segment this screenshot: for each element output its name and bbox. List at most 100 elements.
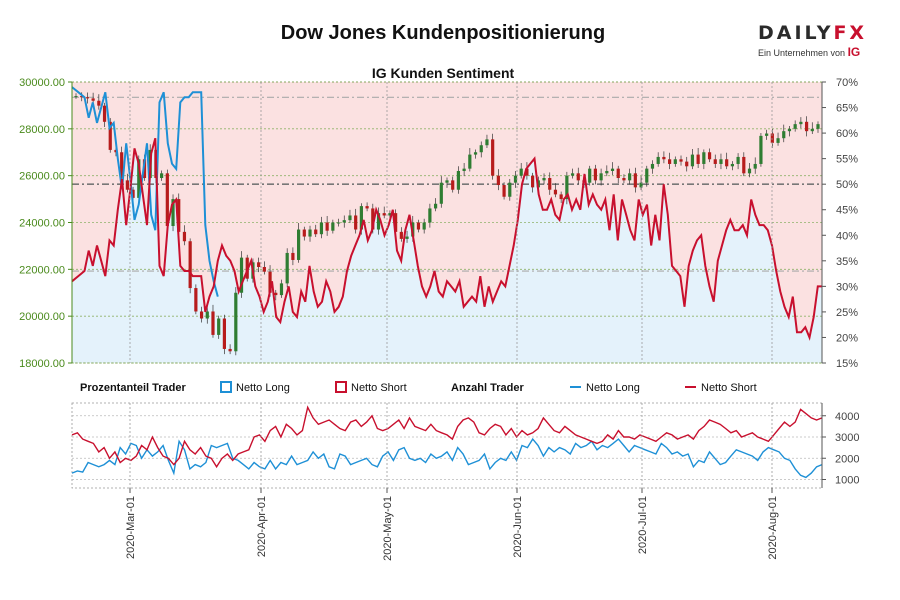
candle-body [439,182,443,204]
candle-body [668,159,672,164]
candle-body [399,231,403,239]
legend-count-short-label: Netto Short [701,382,757,394]
candle-body [234,292,238,352]
date-tick-label: 2020-Jun-01 [512,496,524,558]
candle-body [662,156,666,160]
long-area [72,138,822,363]
candle-body [673,159,677,164]
candle-body [302,229,306,237]
candle-body [359,206,363,230]
candle-body [685,161,689,167]
price-tick-label: 22000.00 [19,264,65,276]
candle-body [519,168,523,176]
candle-body [639,182,643,188]
candle-body [491,139,495,176]
count-tick-label: 2000 [835,453,859,465]
candle-body [365,206,369,209]
candle-body [782,131,786,139]
count-series [71,405,823,479]
candle-body [473,152,478,155]
candle-body [211,311,215,335]
candle-body [707,152,712,160]
candle-body [376,213,381,230]
candle-body [451,180,455,190]
percent-short-line [71,137,822,341]
candle-body [570,173,575,176]
candle-body [645,168,649,183]
candle-body [765,133,769,136]
price-tick-label: 20000.00 [19,311,65,323]
percent-tick-label: 35% [836,256,858,268]
candle-body [394,213,398,232]
candle-body [810,128,814,132]
candle-body [593,168,597,181]
candle-body [496,175,500,186]
legend-count-long-label: Netto Long [586,382,640,394]
count-tick-label: 3000 [835,432,859,444]
candle-body [120,152,124,181]
candle-body [74,96,78,98]
percent-tick-label: 70% [836,77,858,89]
candle-body [371,208,375,230]
candle-body [91,98,95,101]
candle-body [171,199,175,227]
date-tick-label: 2020-Mar-01 [125,496,137,559]
dailyfx-logo: DAILYFX Ein Unternehmen von IG [758,22,868,62]
logo-tagline: Ein Unternehmen von IG [758,45,861,59]
candle-body [690,154,695,167]
candle-body [508,182,512,197]
candle-body [599,173,603,181]
price-tick-label: 18000.00 [19,358,65,370]
candle-body [553,189,558,195]
legend-count-header: Anzahl Trader [451,382,524,394]
candle-body [177,199,181,232]
candle-body [445,180,449,183]
percent-series [71,86,822,341]
percent-tick-label: 55% [836,154,858,166]
candle-body [428,208,432,223]
candle-body [325,222,329,231]
candle-body [160,173,164,179]
candle-body [702,152,706,164]
candle-body [628,173,632,181]
percent-tick-label: 30% [836,281,858,293]
percent-tick-label: 65% [836,103,858,115]
candle-body [502,185,506,197]
candle-body [285,252,289,284]
date-tick-label: 2020-Apr-01 [256,496,268,557]
candle-body [713,159,717,164]
candle-body [354,215,358,230]
percent-tick-label: 25% [836,307,858,319]
candle-body [319,222,324,235]
candle-body [753,163,757,169]
candle-body [314,229,318,235]
candle-body [719,159,723,164]
percent-tick-label: 45% [836,205,858,217]
candle-body [747,168,752,174]
percent-axis: 15% 20% 25% 30% 35% 40% 45% 50% 55% 60% 65% 70% [821,77,858,370]
percent-tick-label: 40% [836,230,858,242]
chart-title: Dow Jones Kundenpositionierung [280,22,606,44]
percent-tick-label: 50% [836,179,858,191]
candle-body [787,128,792,132]
date-tick-label: 2020-May-01 [382,496,394,561]
candle-body [308,229,312,237]
percent-tick-label: 60% [836,128,858,140]
candle-body [217,318,221,335]
candle-body [462,168,466,171]
candle-body [542,178,546,181]
candle-body [274,292,278,296]
candle-body [80,96,84,98]
date-axis: 2020-Mar-01 2020-Apr-01 2020-May-01 2020-Ju… [125,82,779,561]
candle-body [336,222,341,224]
count-tick-label: 4000 [835,411,859,423]
price-axis: 18000.00 20000.00 22000.00 24000.00 26000.00… [19,77,73,370]
price-tick-label: 26000.00 [19,171,65,183]
candle-body [239,257,244,293]
candle-body [525,168,529,176]
candle-body [816,124,820,129]
count-long-line [71,437,823,479]
candle-body [679,159,683,162]
candle-body [736,156,740,164]
candle-body [548,178,552,190]
